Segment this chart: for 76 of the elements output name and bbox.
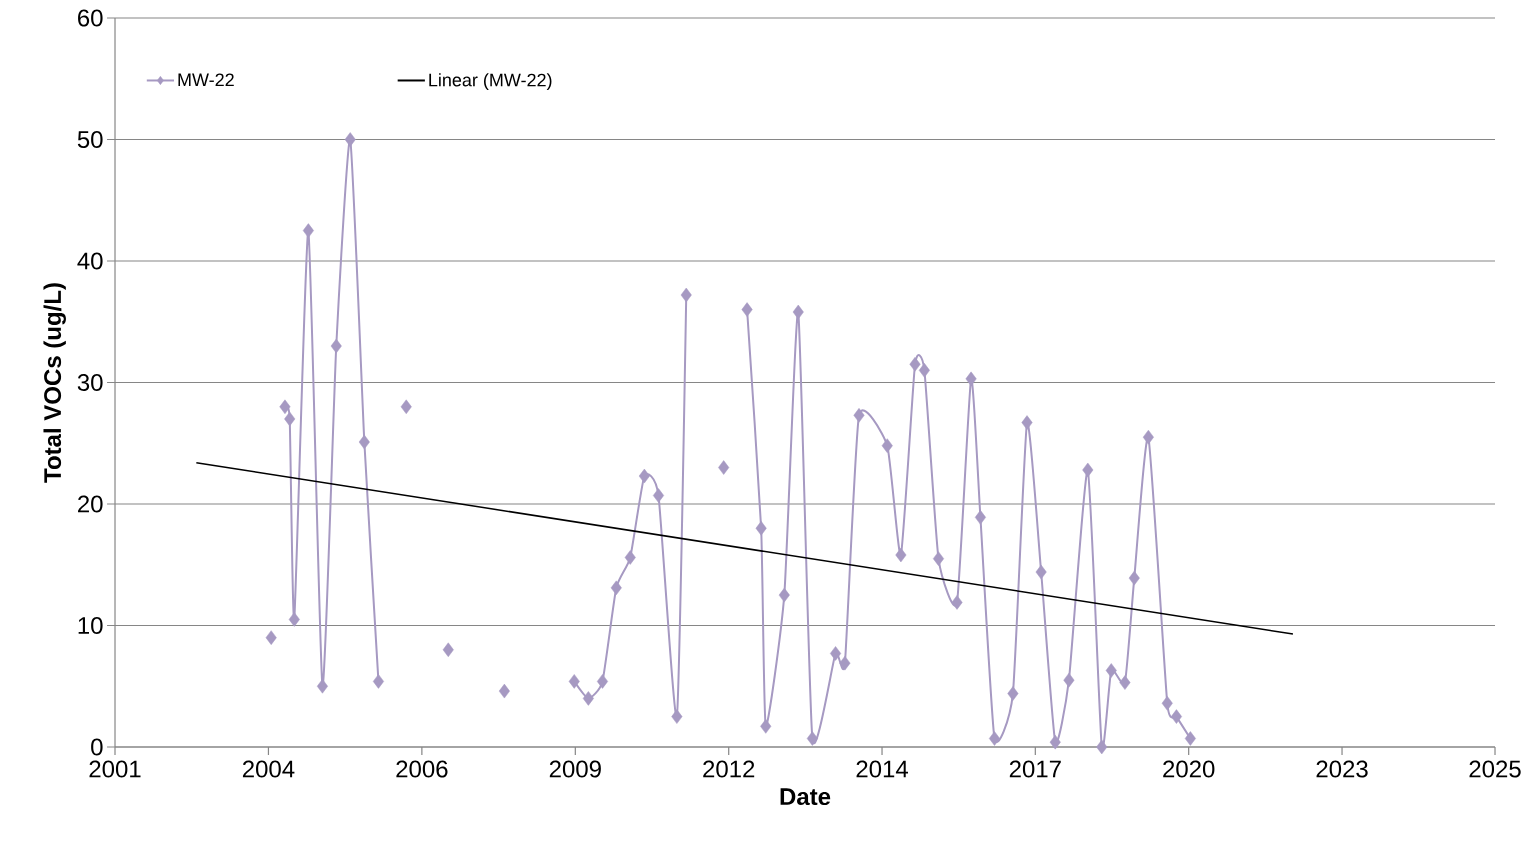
point [652, 488, 664, 503]
x-tick-label: 2023 [1316, 760, 1368, 778]
point [1082, 462, 1094, 478]
point [839, 655, 851, 671]
point [755, 521, 767, 536]
point [638, 468, 650, 484]
point [498, 683, 510, 699]
point [400, 399, 412, 415]
point [1184, 731, 1196, 746]
point [1105, 663, 1117, 678]
point [302, 223, 314, 238]
point [1096, 739, 1108, 755]
point [568, 674, 580, 689]
point [1021, 415, 1033, 430]
point [372, 674, 384, 689]
point [965, 371, 977, 387]
y-tick-label: 40 [77, 252, 103, 270]
point [610, 580, 622, 596]
point [718, 460, 730, 475]
point [330, 338, 342, 354]
y-tick-label: 0 [91, 738, 103, 756]
point [806, 731, 818, 746]
point [358, 434, 370, 450]
point [1007, 686, 1019, 701]
x-tick-label: 2020 [1163, 760, 1215, 778]
x-tick-label: 2014 [856, 760, 909, 778]
point [760, 719, 772, 734]
x-tick-label: 2025 [1469, 760, 1521, 778]
point [265, 630, 277, 645]
point [344, 132, 356, 147]
point [1063, 672, 1075, 688]
point [853, 408, 865, 423]
y-tick-label: 30 [77, 373, 103, 391]
point [1049, 734, 1061, 750]
point [1128, 570, 1140, 586]
point [316, 679, 328, 694]
x-tick-label: 2017 [1009, 760, 1061, 778]
point [1119, 675, 1131, 690]
x-tick-label: 2004 [242, 760, 295, 778]
point [741, 302, 753, 317]
point [792, 304, 804, 320]
point [974, 510, 986, 525]
point [288, 612, 300, 627]
y-tick-label: 50 [77, 130, 103, 148]
x-axis-title: Date [780, 788, 831, 806]
legend-label: MW-22 [178, 73, 234, 87]
point [284, 411, 296, 427]
point [989, 731, 1000, 746]
point [1142, 429, 1154, 445]
point [582, 691, 594, 706]
point [624, 550, 636, 565]
point [680, 287, 692, 303]
point [951, 595, 963, 610]
y-axis-title: Total VOCs (ug/L) [43, 283, 66, 483]
point [895, 547, 907, 563]
y-tick-label: 10 [78, 616, 103, 634]
y-tick-label: 20 [78, 495, 103, 513]
point [830, 646, 842, 661]
x-tick-label: 2006 [396, 760, 448, 778]
point [881, 438, 893, 453]
point [596, 674, 608, 689]
point [1170, 709, 1182, 724]
point [1161, 696, 1173, 711]
x-tick-label: 2009 [549, 760, 601, 778]
point [933, 551, 944, 566]
legend-label: Linear (MW-22) [429, 73, 552, 90]
point [909, 357, 921, 372]
point [279, 399, 291, 415]
point [671, 709, 683, 724]
point [1035, 564, 1047, 580]
point [918, 363, 930, 378]
y-tick-label: 60 [78, 9, 103, 27]
x-tick-label: 2001 [89, 760, 141, 778]
point [442, 642, 454, 658]
x-tick-label: 2012 [703, 760, 755, 778]
point [778, 587, 790, 603]
